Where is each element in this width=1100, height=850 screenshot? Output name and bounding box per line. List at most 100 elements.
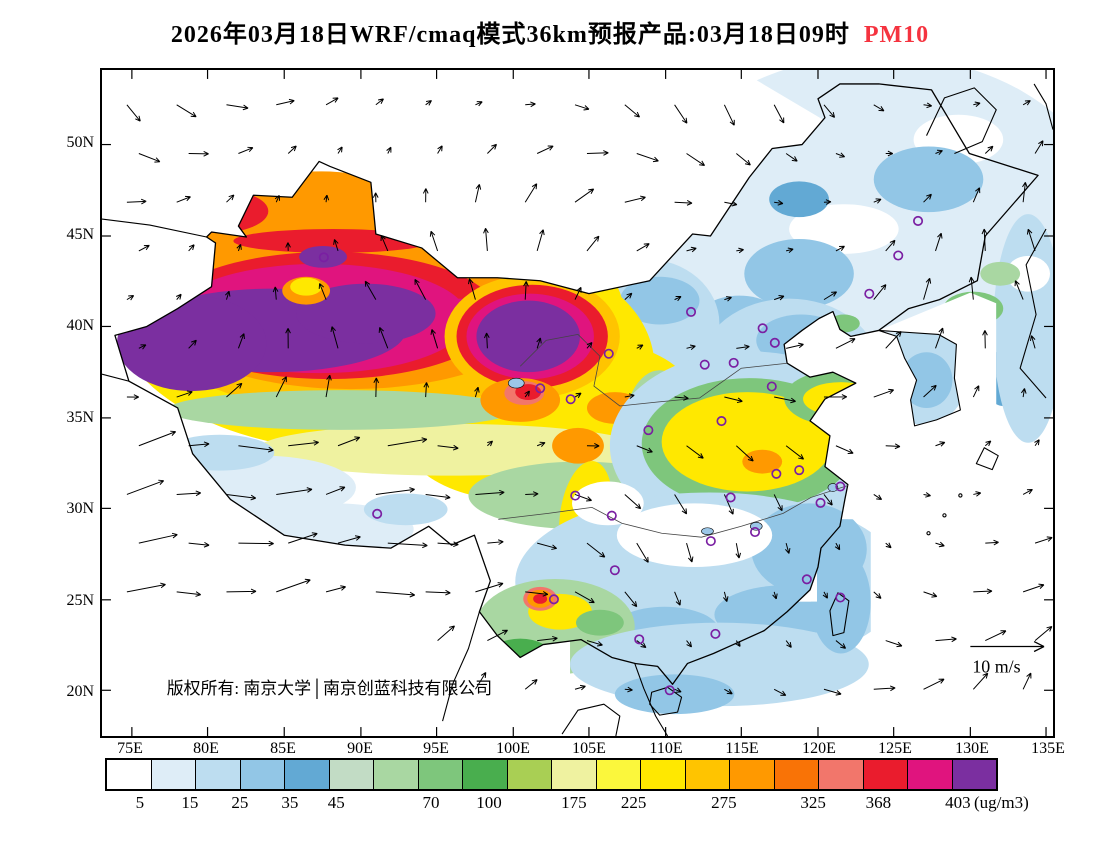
- wind-arrow: [935, 232, 943, 252]
- wind-arrow: [487, 629, 508, 642]
- page-title: 2026年03月18日WRF/cmaq模式36km预报产品:03月18日09时 P…: [0, 14, 1100, 49]
- wind-arrow: [873, 284, 887, 300]
- lat-label: 20N: [66, 683, 94, 700]
- wind-arrow: [276, 487, 313, 495]
- wind-arrow: [724, 200, 738, 207]
- lat-label: 35N: [66, 409, 94, 426]
- wind-arrow: [674, 395, 689, 401]
- wind-arrow: [138, 153, 161, 163]
- wind-arrow: [686, 153, 705, 167]
- wind-arrow: [674, 296, 682, 302]
- wind-arrow: [785, 247, 794, 254]
- wind-arrow: [188, 339, 197, 349]
- wind-arrow: [525, 491, 539, 497]
- wind-arrow: [288, 440, 319, 447]
- wind-arrow: [574, 104, 590, 111]
- wind-arrow: [536, 441, 546, 447]
- wind-arrow: [785, 640, 792, 648]
- wind-arrow: [923, 384, 937, 398]
- colorbar-cell: [729, 760, 774, 789]
- wind-arrow: [372, 192, 379, 203]
- wind-arrow: [288, 532, 318, 544]
- wind-arrow: [935, 541, 945, 548]
- wind-arrow: [586, 150, 609, 156]
- wind-arrow: [636, 542, 649, 563]
- city-marker: [570, 490, 581, 501]
- wind-arrow: [537, 635, 558, 642]
- wind-arrow: [375, 591, 416, 598]
- colorbar-cell: [107, 760, 151, 789]
- wind-arrow: [885, 542, 892, 549]
- city-marker: [705, 536, 716, 547]
- wind-arrow: [973, 101, 981, 107]
- wind-arrow: [238, 445, 274, 453]
- wind-arrow: [483, 332, 490, 349]
- wind-arrow: [1034, 140, 1044, 154]
- copyright-text: 版权所有: 南京大学│南京创蓝科技有限公司: [167, 678, 493, 700]
- wind-arrow: [337, 436, 361, 447]
- wind-arrow: [724, 396, 743, 404]
- colorbar-cell: [328, 760, 373, 789]
- city-marker: [699, 359, 710, 370]
- wind-arrow: [126, 479, 165, 495]
- wind-arrow: [1022, 583, 1045, 593]
- wind-arrow: [378, 327, 389, 349]
- wind-arrow: [674, 200, 693, 206]
- lat-label: 25N: [66, 592, 94, 609]
- wind-arrow: [176, 591, 201, 597]
- colorbar-cell: [640, 760, 685, 789]
- colorbar: [105, 758, 998, 791]
- wind-arrow: [323, 194, 330, 203]
- wind-arrow: [337, 535, 361, 544]
- wind-arrow: [126, 104, 141, 122]
- city-marker: [535, 383, 546, 394]
- wind-arrow: [126, 198, 147, 205]
- city-marker: [769, 337, 780, 348]
- wind-arrow: [972, 672, 989, 690]
- wind-arrow: [834, 542, 841, 551]
- colorbar-cell: [373, 760, 418, 789]
- wind-scale-label: 10 m/s: [972, 656, 1020, 676]
- wind-arrow: [923, 492, 931, 498]
- wind-arrow: [226, 493, 257, 501]
- wind-arrow: [188, 150, 209, 157]
- lon-label: 100E: [496, 740, 530, 757]
- colorbar-tick-label: 368: [865, 793, 892, 812]
- wind-arrow: [325, 585, 346, 593]
- wind-arrow: [923, 678, 945, 690]
- city-marker: [634, 634, 645, 645]
- city-marker: [318, 252, 329, 263]
- wind-arrow: [985, 630, 1007, 642]
- colorbar-cell: [417, 760, 462, 789]
- colorbar-cell: [595, 760, 640, 789]
- wind-arrow: [437, 444, 459, 451]
- colorbar-tick-label: 100: [476, 793, 502, 812]
- wind-arrow: [735, 445, 754, 462]
- wind-arrow: [586, 342, 593, 349]
- wind-arrow: [425, 493, 451, 500]
- wind-arrow: [935, 327, 944, 349]
- wind-arrow: [1034, 439, 1040, 447]
- wind-arrow: [423, 382, 430, 398]
- wind-arrow: [968, 276, 975, 300]
- wind-arrow: [238, 540, 274, 547]
- wind-arrow: [272, 286, 279, 300]
- city-marker: [757, 323, 768, 334]
- wind-arrow: [467, 278, 476, 300]
- colorbar-tick-label: 403: [945, 793, 971, 812]
- wind-arrow: [735, 640, 741, 647]
- wind-arrow: [873, 591, 882, 599]
- lat-label: 30N: [66, 500, 94, 517]
- wind-arrow: [624, 686, 633, 693]
- wind-arrow: [674, 687, 682, 693]
- wind-arrow: [524, 679, 538, 690]
- lon-label: 75E: [117, 740, 143, 757]
- wind-arrow: [176, 490, 202, 497]
- wind-arrow: [1022, 672, 1032, 690]
- wind-arrow: [474, 386, 480, 398]
- wind-arrow: [1014, 280, 1024, 300]
- wind-arrow: [375, 98, 384, 106]
- wind-arrow: [822, 591, 828, 599]
- city-marker: [372, 508, 383, 519]
